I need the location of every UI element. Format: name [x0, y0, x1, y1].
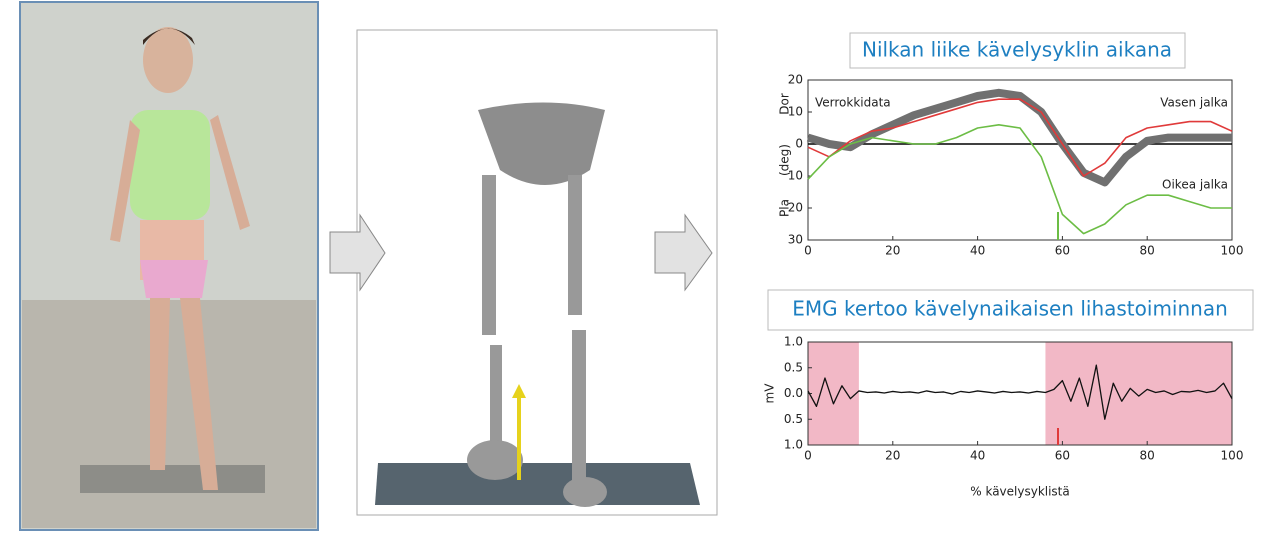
chart-title: Nilkan liike kävelysyklin aikana	[862, 38, 1172, 62]
y-tick-label: 1.0	[784, 438, 803, 452]
y-tick-label: 30	[788, 233, 803, 247]
y-tick-label: 0.5	[784, 412, 803, 426]
x-tick-label: 0	[804, 244, 812, 258]
y-axis-label: Dor	[778, 93, 792, 115]
chart-title: EMG kertoo kävelynaikaisen lihastoiminna…	[792, 297, 1228, 321]
y-tick-label: 20	[788, 73, 803, 87]
shaded-range	[808, 342, 859, 445]
x-tick-label: 20	[885, 244, 900, 258]
y-axis-label: mV	[763, 383, 777, 404]
x-tick-label: 100	[1221, 244, 1244, 258]
x-tick-label: 80	[1140, 449, 1155, 463]
y-tick-label: 0	[795, 137, 803, 151]
x-tick-label: 60	[1055, 244, 1070, 258]
y-tick-label: 1.0	[784, 335, 803, 349]
y-tick-label: 0.0	[784, 386, 803, 400]
x-tick-label: 100	[1221, 449, 1244, 463]
legend-label: Oikea jalka	[1162, 178, 1228, 192]
x-tick-label: 60	[1055, 449, 1070, 463]
x-tick-label: 40	[970, 244, 985, 258]
x-tick-label: 40	[970, 449, 985, 463]
y-axis-label: Pla	[778, 199, 792, 217]
x-tick-label: 20	[885, 449, 900, 463]
figure: Nilkan liike kävelysyklin aikana EMG ker…	[0, 0, 1265, 533]
x-tick-label: 80	[1140, 244, 1155, 258]
x-tick-label: 0	[804, 449, 812, 463]
y-tick-label: 0.5	[784, 360, 803, 374]
legend-label: Verrokkidata	[815, 96, 891, 110]
photo-panel	[20, 2, 318, 530]
legend-label: Vasen jalka	[1160, 96, 1228, 110]
x-axis-label: % kävelysyklistä	[970, 485, 1070, 499]
y-axis-label: (deg)	[778, 144, 792, 176]
